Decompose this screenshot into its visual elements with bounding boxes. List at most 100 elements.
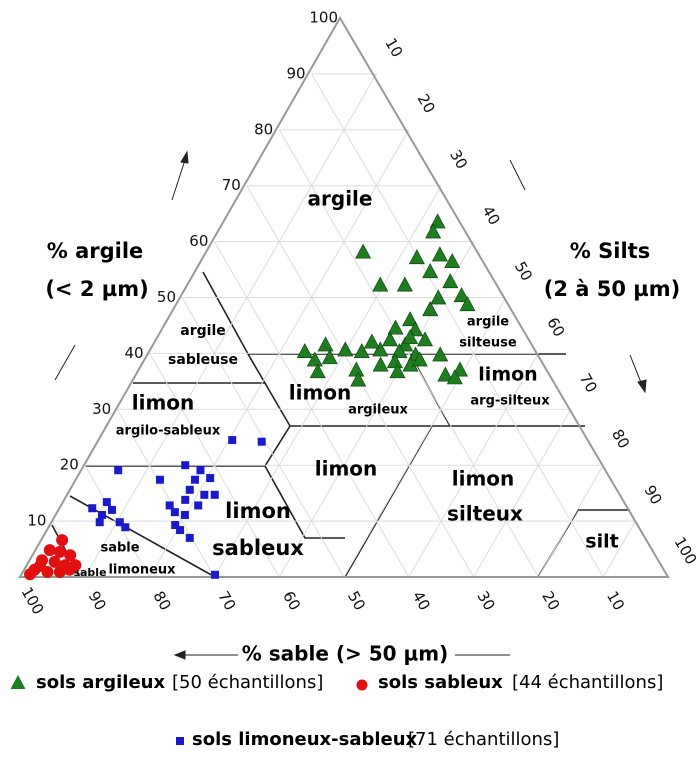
b-tick-label: 60 [543,314,568,340]
b-tick-label: 30 [446,147,471,173]
c-tick-label: 90 [85,588,110,614]
a-axis-title: % argile [47,239,144,263]
point [373,357,388,371]
b-tick-label: 90 [640,482,665,508]
point [322,350,337,364]
point [64,564,76,576]
c-tick-label: 20 [538,588,563,614]
b-tick-label: 50 [511,258,536,284]
zone-label: sableuse [168,352,238,368]
point [423,264,438,278]
point [356,244,371,258]
point [103,498,111,506]
b-tick-label: 40 [478,203,503,229]
arrow-line [510,160,525,190]
c-tick-label: 100 [17,584,47,618]
plot-layer: 10 20 30 40 50 60 70 80 90 100 10 20 30 40 50 60 70 80 90 1… [11,9,696,751]
legend-label: sols limoneux-sableux [192,729,418,750]
point [211,491,219,499]
arrow-head [638,380,646,392]
point [432,247,447,261]
a-tick-label: 40 [125,344,144,362]
point [166,501,174,509]
c-tick-label: 60 [279,588,304,614]
c-axis-title: % sable (> 50 µm) [242,642,448,666]
point [181,496,189,504]
a-tick-label: 30 [92,400,111,418]
point [44,544,56,556]
zone-label: silteuse [459,336,517,351]
c-tick-label: 70 [214,588,239,614]
point [206,474,214,482]
point [297,344,312,358]
zone-label: silteux [447,502,523,526]
point [88,504,96,512]
zone-label: limon [289,381,352,405]
zone-label: limon [315,457,378,481]
legend-count: [50 échantillons] [172,672,323,693]
zone-label: limon [132,391,195,415]
arrow [172,160,185,200]
grid-line [474,409,571,577]
point [56,534,68,546]
c-tick-label: 80 [149,588,174,614]
legend-label: sols argileux [36,672,166,693]
legend-count: [71 échantillons] [408,729,559,750]
point [156,476,164,484]
point [364,334,379,348]
a-tick-label: 70 [222,176,241,194]
zone-label: arg-silteux [470,394,550,409]
point [98,511,106,519]
point [258,438,266,446]
arrow-head [181,152,188,163]
legend-count: [44 échantillons] [512,672,663,693]
point [186,486,194,494]
point [211,571,219,579]
b-tick-label: 20 [414,91,439,117]
a-tick-label: 50 [157,288,176,306]
b-tick-label: 80 [608,426,633,452]
a-tick-label: 10 [27,512,46,530]
a-tick-label: 60 [189,232,208,250]
a-tick-label: 20 [60,456,79,474]
zone-label: argilo-sableux [116,424,221,439]
zone-label: silt [585,531,618,553]
a-axis-title: (< 2 µm) [45,277,148,301]
zone-label: limon [225,499,291,523]
point [349,362,364,376]
a-tick-label: 100 [309,9,338,27]
point [176,526,184,534]
zone-label: sableux [212,536,304,560]
a-tick-label: 90 [287,64,306,82]
legend-marker [357,680,368,691]
zone-label: argile [308,187,373,211]
point [34,560,46,572]
point [200,491,208,499]
point [108,506,116,514]
point [181,461,189,469]
c-tick-label: 30 [473,588,498,614]
legend-marker [176,737,184,745]
point [186,534,194,542]
point [318,337,333,351]
b-axis-title: % Silts [570,239,650,263]
point [96,518,104,526]
zone-label: argile [467,315,509,330]
point [194,501,202,509]
point [338,342,353,356]
point [373,277,388,291]
legend-label: sols sableux [378,672,503,693]
point [24,568,36,580]
legend-marker [11,675,26,689]
point [196,466,204,474]
zone-label: limon [452,467,515,491]
c-tick-label: 10 [603,588,628,614]
b-tick-label: 70 [576,370,601,396]
point [409,250,424,264]
c-tick-label: 40 [409,588,434,614]
arrow [630,355,642,385]
point [397,277,412,291]
point [121,523,129,531]
b-tick-label: 10 [381,35,406,61]
